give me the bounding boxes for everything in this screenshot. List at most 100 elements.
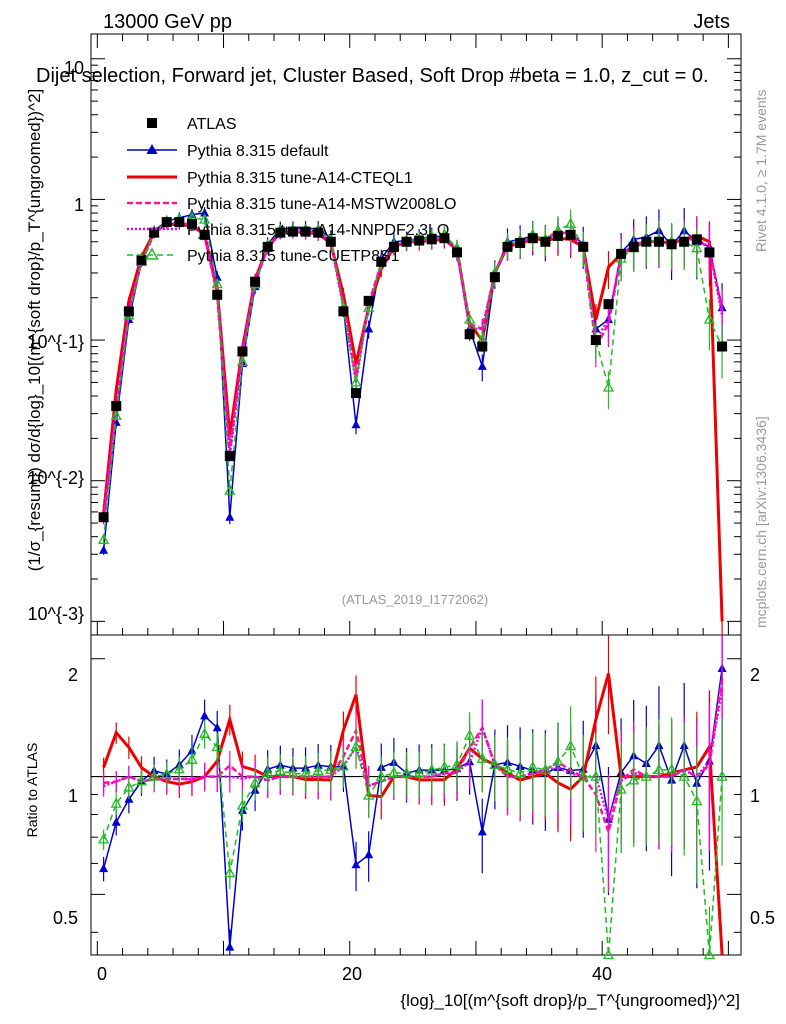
ratio-point [364,849,374,859]
data-point [224,484,236,495]
series-layer [98,207,728,960]
data-point [527,233,538,244]
data-point [666,239,677,250]
y-tick-label: 1 [74,195,84,215]
data-point [717,341,728,352]
ratio-point [337,759,349,771]
ratio-point [199,727,211,739]
ratio-point [552,755,564,766]
ratio-tick-label-right: 1 [750,786,760,806]
line-nnpdf [102,221,724,521]
data-point [300,226,311,237]
ratio-point [426,763,438,775]
legend-marker-default [146,144,158,154]
x-tick-label: 0 [97,964,107,984]
ratio-point [212,722,222,732]
ratio-tick-label: 1 [68,786,78,806]
legend-label: Pythia 8.315 tune-CUETP8S1 [187,248,400,265]
ratio-point [438,760,450,772]
data-point [224,450,235,461]
ratio-point [110,797,122,808]
legend-entry-cteql1: Pythia 8.315 tune-A14-CTEQL1 [127,170,413,187]
data-point [149,227,160,238]
ratio-point [186,753,198,764]
data-point [338,306,349,317]
ratio-point [224,866,236,878]
ratio-point [590,770,602,781]
data-point [388,241,399,252]
data-point [262,241,273,252]
ratio-point [388,766,400,778]
plot-title: Dijet selection, Forward jet, Cluster Ba… [36,65,709,87]
ratio-point [413,766,425,778]
ratio-point [325,763,337,775]
ratio-point [274,764,286,775]
data-point [477,361,487,370]
analysis-watermark: (ATLAS_2019_I1772062) [342,592,488,607]
data-point [376,256,387,267]
data-point [603,299,614,310]
data-point [287,226,298,237]
mcplots-label: mcplots.cern.ch [arXiv:1306.3436] [753,416,769,628]
series-default [99,207,727,955]
data-point [565,229,576,240]
data-point [99,545,109,554]
data-point [136,255,147,266]
ratio-line-mstw [103,678,724,837]
data-point [578,241,589,252]
ratio-tick-label: 0.5 [53,908,78,928]
legend-entry-cuetp8s1: Pythia 8.315 tune-CUETP8S1 [127,247,400,265]
line-cuetp8s1 [102,217,723,540]
ratio-line-cuetp8s1 [102,732,723,956]
ratio-point [99,863,109,873]
data-point [552,230,563,241]
data-point [704,247,715,258]
data-point [250,276,261,287]
series-mstw [102,216,724,893]
ratio-tick-label-right: 2 [750,665,760,685]
ratio-point [173,762,185,774]
data-point [679,236,690,247]
rivet-label: Rivet 4.1.0, ≥ 1.7M events [753,89,769,252]
legend-entry-mstw: Pythia 8.315 tune-A14-MSTW2008LO [127,196,456,213]
data-point [653,236,664,247]
line-mstw [102,221,724,520]
legend-label: Pythia 8.315 tune-A14-MSTW2008LO [187,196,456,213]
ratio-point [350,740,362,752]
main-y-axis-title: (1/σ_{resum}) dσ/d{log}_10[(m^{soft drop… [25,89,44,571]
data-point [237,346,248,357]
legend-marker-cuetp8s1 [145,247,159,260]
data-point [111,400,122,411]
data-point [464,313,476,324]
data-point [212,289,223,300]
ratio-point [678,770,690,781]
ratio-point [300,767,312,778]
ratio-plot-frame [90,634,742,956]
ratio-point [111,817,121,826]
data-point [590,335,601,346]
data-point [691,234,702,245]
y-tick-label: 10 [64,58,84,78]
data-point [313,227,324,238]
legend-entry-atlas: ATLAS [147,116,237,133]
data-point [200,208,210,217]
ratio-point [565,739,577,751]
ratio-point [477,826,487,836]
line-cteql1 [102,222,724,622]
ratio-point [539,763,551,775]
data-point [401,236,412,247]
ratio-point [211,740,223,752]
legend-entry-nnpdf: Pythia 8.315 tune-A14-NNPDF2.3LO [127,222,449,239]
ratio-point [161,767,173,779]
data-point [199,213,211,224]
ratio-point [451,758,463,769]
data-point [199,229,210,240]
data-point [477,341,488,352]
data-point [98,512,109,523]
ratio-point [716,770,728,781]
ratio-point [527,760,539,772]
ratio-point [602,948,615,960]
legend-marker-atlas [147,118,157,128]
legend-label: Pythia 8.315 tune-A14-CTEQL1 [187,170,413,187]
